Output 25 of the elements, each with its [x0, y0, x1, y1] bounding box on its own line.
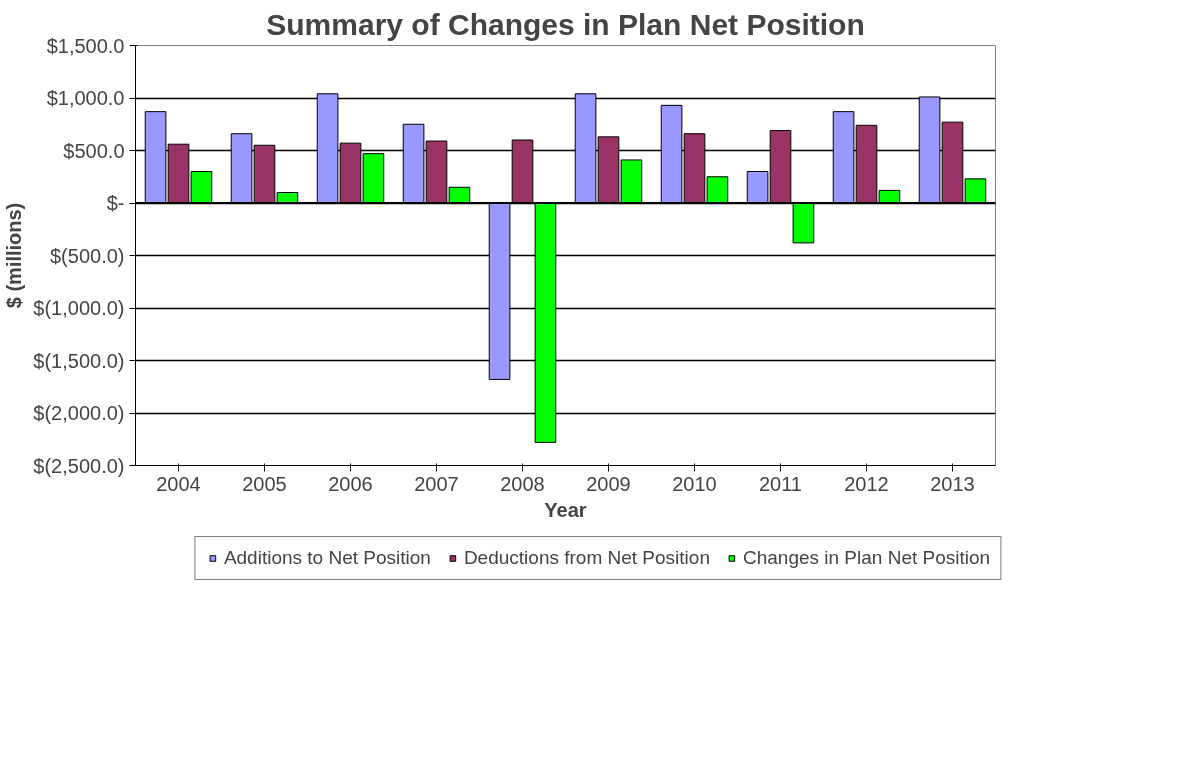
x-tick-label: 2006 [328, 472, 373, 495]
y-tick-label: $(500.0) [50, 244, 125, 267]
x-axis-title: Year [544, 498, 587, 521]
x-tick-label: 2010 [672, 472, 717, 495]
y-tick-label: $(2,500.0) [33, 454, 125, 477]
x-tick-label: 2005 [242, 472, 287, 495]
y-tick-label: $- [106, 192, 125, 214]
x-tick-label: 2011 [759, 472, 803, 495]
y-tick-label: $(1,000.0) [33, 297, 125, 319]
y-tick-label: $(1,500.0) [33, 349, 125, 372]
x-tick-label: 2007 [414, 472, 459, 495]
x-tick-label: 2013 [930, 472, 975, 495]
legend-label: Additions to Net Position [223, 547, 431, 569]
legend-label: Changes in Plan Net Position [742, 547, 991, 569]
x-tick-label: 2004 [156, 472, 201, 495]
y-tick-label: $1,500.0 [46, 34, 125, 57]
legend-label: Deductions from Net Position [463, 547, 710, 569]
y-tick-label: $500.0 [63, 139, 125, 162]
y-tick-label: $(2,000.0) [33, 402, 125, 424]
chart-title: Summary of Changes in Plan Net Position [266, 7, 865, 41]
x-tick-label: 2008 [500, 472, 545, 495]
y-axis-title: $ (millions) [3, 202, 26, 309]
x-tick-label: 2009 [586, 472, 631, 495]
x-tick-label: 2012 [844, 472, 889, 495]
y-tick-label: $1,000.0 [46, 87, 125, 109]
